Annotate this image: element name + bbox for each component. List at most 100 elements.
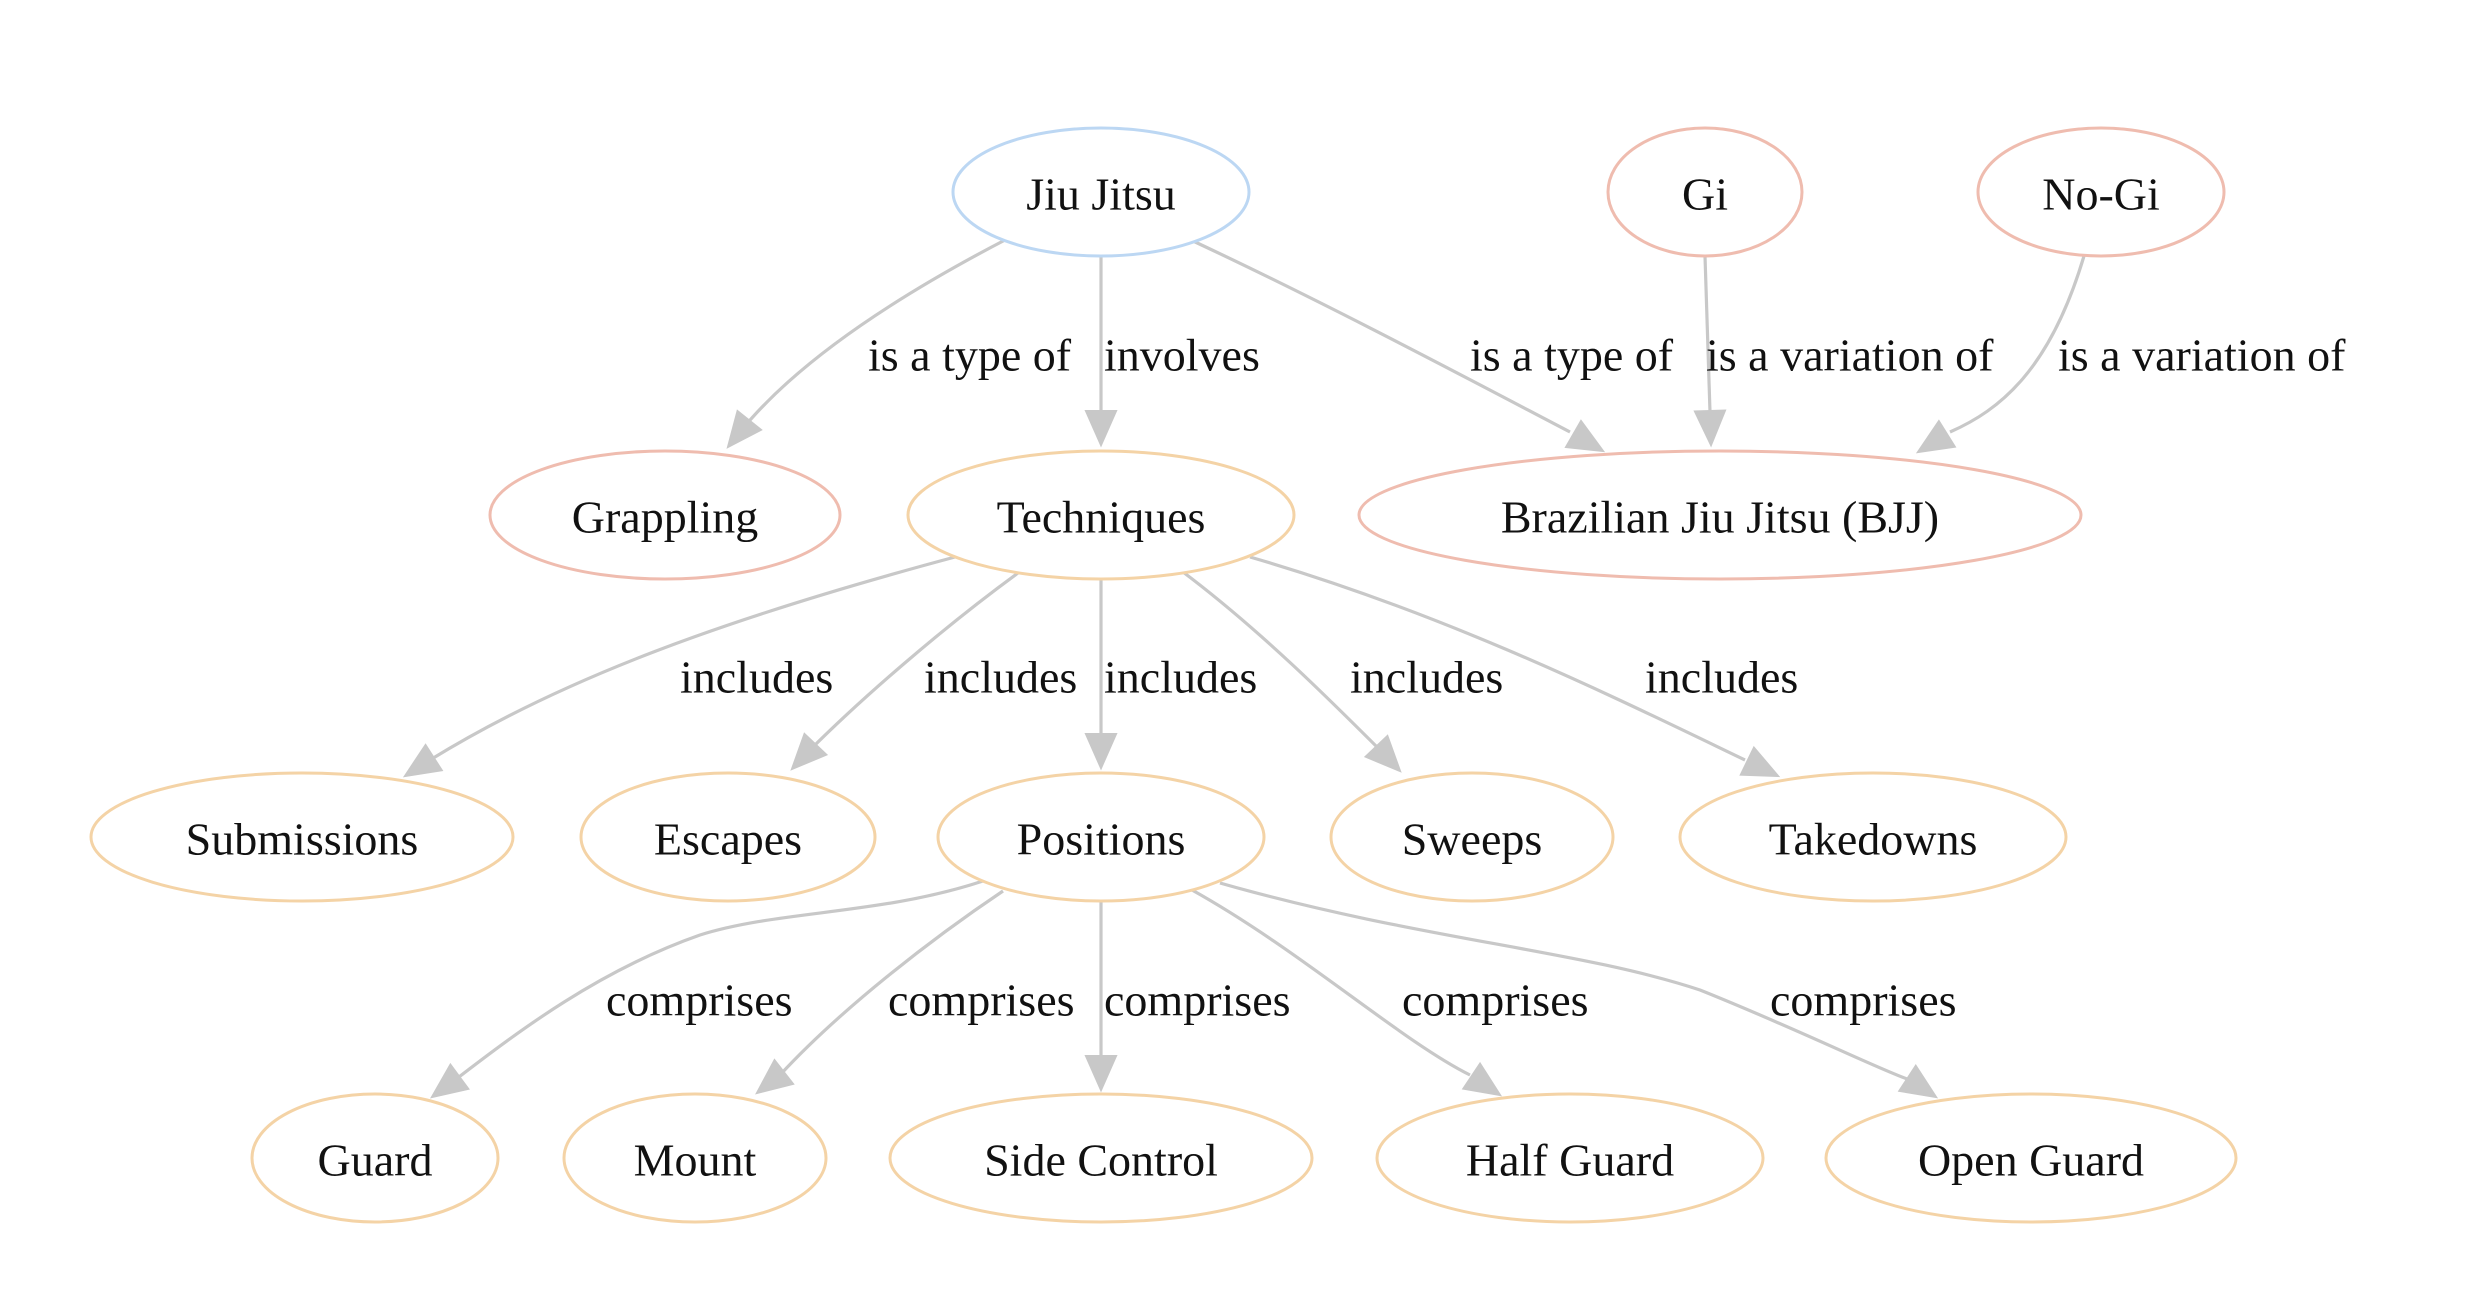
nodes-layer: Jiu Jitsu Gi No-Gi Grappling Techniques Brazi… bbox=[89, 126, 2238, 1224]
node-techniques[interactable]: Techniques bbox=[906, 449, 1296, 581]
node-ellipse bbox=[936, 771, 1266, 903]
node-grappling[interactable]: Grappling bbox=[488, 449, 842, 581]
arrowhead-icon bbox=[755, 1058, 795, 1095]
edge-line bbox=[1191, 888, 1471, 1077]
node-ellipse bbox=[951, 126, 1251, 258]
edge-no-gi-to-bjj: is a variation of bbox=[1915, 255, 2346, 454]
node-label: Half Guard bbox=[1466, 1135, 1674, 1186]
node-escapes[interactable]: Escapes bbox=[579, 771, 877, 903]
edge-label: is a type of bbox=[1470, 330, 1674, 381]
edge-techniques-to-submissions: includes bbox=[402, 555, 956, 778]
edge-label: includes bbox=[1645, 652, 1798, 703]
edge-positions-to-side-control: comprises bbox=[1084, 901, 1291, 1093]
node-label: Open Guard bbox=[1918, 1135, 2144, 1186]
arrowhead-icon bbox=[1461, 1061, 1503, 1097]
node-sweeps[interactable]: Sweeps bbox=[1329, 771, 1615, 903]
node-label: Techniques bbox=[997, 492, 1206, 543]
arrowhead-icon bbox=[1084, 733, 1118, 771]
edge-techniques-to-escapes: includes bbox=[790, 571, 1077, 771]
node-label: Sweeps bbox=[1402, 814, 1543, 865]
node-ellipse bbox=[562, 1092, 828, 1224]
node-ellipse bbox=[906, 449, 1296, 581]
edge-label: includes bbox=[924, 652, 1077, 703]
arrowhead-icon bbox=[1084, 1055, 1118, 1093]
node-ellipse bbox=[888, 1092, 1314, 1224]
node-ellipse bbox=[1606, 126, 1804, 258]
edge-positions-to-open-guard: comprises bbox=[1219, 881, 1957, 1099]
edge-positions-to-mount: comprises bbox=[755, 889, 1075, 1095]
node-guard[interactable]: Guard bbox=[250, 1092, 500, 1224]
arrowhead-icon bbox=[402, 743, 444, 778]
edge-techniques-to-positions: includes bbox=[1084, 579, 1257, 771]
edge-techniques-to-takedowns: includes bbox=[1249, 555, 1798, 778]
edge-line bbox=[778, 889, 1004, 1077]
arrowhead-icon bbox=[790, 732, 829, 771]
edge-label: includes bbox=[1104, 652, 1257, 703]
node-label: Gi bbox=[1682, 169, 1728, 220]
edge-label: is a variation of bbox=[2058, 330, 2346, 381]
node-ellipse bbox=[1375, 1092, 1765, 1224]
node-ellipse bbox=[488, 449, 842, 581]
edge-label: is a variation of bbox=[1706, 330, 1994, 381]
node-no-gi[interactable]: No-Gi bbox=[1976, 126, 2226, 258]
arrowhead-icon bbox=[1739, 745, 1781, 778]
edge-label: comprises bbox=[606, 975, 793, 1026]
arrowhead-icon bbox=[1084, 410, 1118, 448]
edge-techniques-to-sweeps: includes bbox=[1182, 570, 1503, 773]
edge-line bbox=[808, 571, 1019, 752]
node-label: No-Gi bbox=[2042, 169, 2160, 220]
node-label: Escapes bbox=[654, 814, 802, 865]
edge-label: is a type of bbox=[868, 330, 1072, 381]
edge-positions-to-guard: comprises bbox=[430, 879, 984, 1099]
arrowhead-icon bbox=[1897, 1064, 1939, 1099]
node-ellipse bbox=[1329, 771, 1615, 903]
edge-line bbox=[1192, 239, 1571, 434]
node-ellipse bbox=[1976, 126, 2226, 258]
node-half-guard[interactable]: Half Guard bbox=[1375, 1092, 1765, 1224]
edge-line bbox=[1219, 881, 1911, 1082]
node-ellipse bbox=[1824, 1092, 2238, 1224]
node-jiu-jitsu[interactable]: Jiu Jitsu bbox=[951, 126, 1251, 258]
edge-label: involves bbox=[1104, 330, 1260, 381]
node-label: Guard bbox=[318, 1135, 433, 1186]
edge-label: comprises bbox=[888, 975, 1075, 1026]
edges-layer: is a type of involves is a type of is a var… bbox=[402, 238, 2346, 1099]
edge-positions-to-half-guard: comprises bbox=[1191, 888, 1589, 1097]
arrowhead-icon bbox=[726, 409, 763, 449]
edge-label: includes bbox=[680, 652, 833, 703]
node-label: Side Control bbox=[984, 1135, 1218, 1186]
node-label: Positions bbox=[1017, 814, 1186, 865]
node-takedowns[interactable]: Takedowns bbox=[1678, 771, 2068, 903]
node-label: Brazilian Jiu Jitsu (BJJ) bbox=[1501, 492, 1939, 543]
node-ellipse bbox=[250, 1092, 500, 1224]
node-open-guard[interactable]: Open Guard bbox=[1824, 1092, 2238, 1224]
node-submissions[interactable]: Submissions bbox=[89, 771, 515, 903]
arrowhead-icon bbox=[1363, 734, 1402, 773]
node-label: Mount bbox=[634, 1135, 757, 1186]
edge-line bbox=[429, 555, 956, 762]
node-ellipse bbox=[579, 771, 877, 903]
edge-gi-to-bjj: is a variation of bbox=[1693, 255, 1994, 448]
node-label: Grappling bbox=[572, 492, 759, 543]
node-gi[interactable]: Gi bbox=[1606, 126, 1804, 258]
node-label: Jiu Jitsu bbox=[1026, 169, 1176, 220]
edge-jiu-jitsu-to-grappling: is a type of bbox=[726, 238, 1072, 449]
edge-line bbox=[738, 238, 1006, 434]
arrowhead-icon bbox=[1693, 409, 1727, 448]
edge-jiu-jitsu-to-bjj: is a type of bbox=[1192, 239, 1674, 453]
edge-jiu-jitsu-to-techniques: involves bbox=[1084, 256, 1260, 448]
edge-label: includes bbox=[1350, 652, 1503, 703]
node-ellipse bbox=[89, 771, 515, 903]
node-ellipse bbox=[1678, 771, 2068, 903]
node-side-control[interactable]: Side Control bbox=[888, 1092, 1314, 1224]
node-mount[interactable]: Mount bbox=[562, 1092, 828, 1224]
node-label: Takedowns bbox=[1769, 814, 1978, 865]
edge-line bbox=[1949, 255, 2086, 434]
arrowhead-icon bbox=[1564, 419, 1606, 453]
edge-line bbox=[1703, 255, 1712, 413]
edge-label: comprises bbox=[1104, 975, 1291, 1026]
edge-line bbox=[1182, 570, 1382, 752]
node-label: Submissions bbox=[186, 814, 419, 865]
node-positions[interactable]: Positions bbox=[936, 771, 1266, 903]
node-bjj[interactable]: Brazilian Jiu Jitsu (BJJ) bbox=[1357, 449, 2083, 581]
